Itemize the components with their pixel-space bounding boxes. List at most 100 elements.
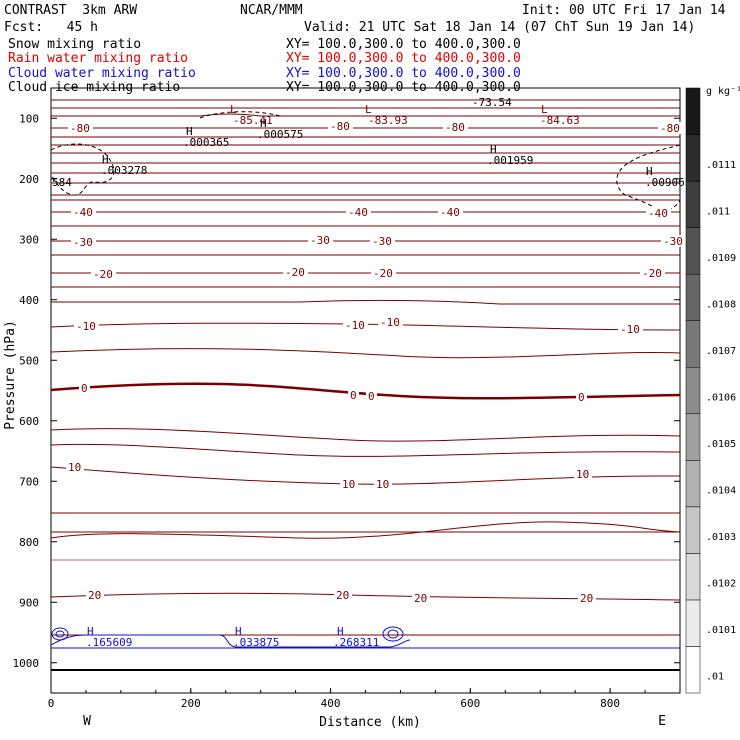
x-tick-label: 600 xyxy=(460,697,480,710)
colorbar-swatch xyxy=(685,366,701,415)
x-tick-label: 0 xyxy=(48,697,55,710)
contour-labels: -80 -80 -80 -80 -40 -40 -40 -40 -30 -30 -30 -30 -20 -… xyxy=(66,120,686,605)
colorbar-swatch xyxy=(685,646,701,694)
colorbar-label: .0102 xyxy=(706,579,736,590)
contour-label: -20 xyxy=(93,268,113,281)
extremum-value: .000575 xyxy=(257,128,303,141)
colorbar-swatch xyxy=(685,87,701,135)
contour-label: -10 xyxy=(76,320,96,333)
colorbar-swatch xyxy=(685,134,701,182)
contour-label: -40 xyxy=(348,206,368,219)
contour-label: 0 xyxy=(578,391,585,404)
colorbar-label: .0108 xyxy=(706,299,736,310)
contour-label-bg xyxy=(91,268,116,280)
colorbar-swatch xyxy=(685,227,701,275)
x-axis-right-end: E xyxy=(658,714,666,729)
contour-label: 20 xyxy=(414,592,427,605)
extremum-value: .001959 xyxy=(487,154,533,167)
contour-label: -30 xyxy=(663,235,683,248)
contour-label-bg xyxy=(646,207,671,219)
colorbar-label: .0105 xyxy=(706,439,736,450)
forecast-hour: Fcst: 45 h xyxy=(4,20,98,35)
contour-label-bg xyxy=(343,319,368,331)
colorbar-swatch xyxy=(685,506,701,554)
contour-label-bg xyxy=(308,234,333,246)
field-snow: Snow mixing ratio xyxy=(8,37,142,52)
contour-label-bg xyxy=(79,382,90,394)
extremum-value: 584 xyxy=(52,176,72,189)
y-tick-label: 800 xyxy=(19,536,39,549)
colorbar-label: .0104 xyxy=(706,486,736,497)
extremum-value: .000365 xyxy=(183,136,229,149)
contour-label-bg xyxy=(86,589,104,601)
contour-label: -20 xyxy=(285,266,305,279)
init-time: Init: 00 UTC Fri 17 Jan 14 xyxy=(522,3,726,18)
x-tick-label: 400 xyxy=(321,697,341,710)
x-axis-title: Distance (km) xyxy=(319,715,421,730)
y-tick-label: 300 xyxy=(19,233,39,246)
colorbar-swatch xyxy=(685,413,701,461)
contour-label: 0 xyxy=(350,389,357,402)
colorbar-swatch xyxy=(685,460,701,508)
field-cloudwater-xy: XY= 100.0,300.0 to 400.0,300.0 xyxy=(286,66,521,81)
contour-label: -80 xyxy=(445,121,465,134)
x-tick-label: 200 xyxy=(181,697,201,710)
extremum-type: H xyxy=(102,153,109,166)
contour-label-bg xyxy=(71,206,96,218)
extremum-value: -84.63 xyxy=(540,114,580,127)
x-axis-left-end: W xyxy=(83,714,91,729)
valid-time: Valid: 21 UTC Sat 18 Jan 14 (07 ChT Sun … xyxy=(304,20,696,35)
contour-label: 10 xyxy=(576,468,589,481)
colorbar: .01 .0101 .0102 .0103 .0104 .0105 .0106 .0107 .0… xyxy=(685,87,736,694)
extremum-type: L xyxy=(230,103,237,116)
y-tick-label: 100 xyxy=(19,112,39,125)
contour-label-bg xyxy=(578,592,596,604)
colorbar-swatch xyxy=(685,553,701,601)
contour-label-bg xyxy=(66,461,84,473)
y-tick-label: 900 xyxy=(19,596,39,609)
cloud-water-contours xyxy=(50,626,680,649)
isotherm-zero xyxy=(50,382,681,400)
contour-label: 0 xyxy=(368,390,375,403)
extremum-value: -83.93 xyxy=(368,114,408,127)
contour-label: -20 xyxy=(373,267,393,280)
y-tick-label: 200 xyxy=(19,173,39,186)
contour-label-bg xyxy=(438,206,463,218)
contour-label-bg xyxy=(661,235,686,247)
field-rain: Rain water mixing ratio xyxy=(8,51,189,66)
colorbar-unit: g kg⁻¹ xyxy=(706,86,740,97)
extremum-type: L xyxy=(541,103,548,116)
contour-label-bg xyxy=(576,391,587,403)
colorbar-label: .01 xyxy=(706,672,724,683)
y-axis-title: Pressure (hPa) xyxy=(3,320,18,430)
contour-label: -40 xyxy=(440,206,460,219)
x-axis: 0 200 400 600 800 xyxy=(48,688,681,710)
field-rain-xy: XY= 100.0,300.0 to 400.0,300.0 xyxy=(286,51,521,66)
field-snow-xy: XY= 100.0,300.0 to 400.0,300.0 xyxy=(286,37,521,52)
contour-label: -80 xyxy=(70,122,90,135)
extremum-type: H xyxy=(87,625,94,638)
contour-label-bg xyxy=(378,316,403,328)
x-tick-label: 800 xyxy=(600,697,620,710)
contour-label: 10 xyxy=(68,461,81,474)
isotherm-lines xyxy=(50,99,681,636)
contour-label: -30 xyxy=(73,236,93,249)
contour-label: -40 xyxy=(648,207,668,220)
contour-label: -10 xyxy=(620,323,640,336)
colorbar-label: .0107 xyxy=(706,346,736,357)
extremum-value: -85.41 xyxy=(233,114,273,127)
org-label: NCAR/MMM xyxy=(240,3,303,18)
contour-label: 10 xyxy=(342,478,355,491)
contour-label: -10 xyxy=(345,319,365,332)
contour-label-bg xyxy=(371,267,396,279)
colorbar-label: .0111 xyxy=(706,160,736,171)
contour-label-bg xyxy=(374,478,392,490)
contour-label-bg xyxy=(346,206,371,218)
contour-label-bg xyxy=(348,389,359,401)
colorbar-swatch xyxy=(685,273,701,321)
extremum-type: H xyxy=(235,625,242,638)
contour-label: 10 xyxy=(376,478,389,491)
extremum-type: H xyxy=(186,125,193,138)
